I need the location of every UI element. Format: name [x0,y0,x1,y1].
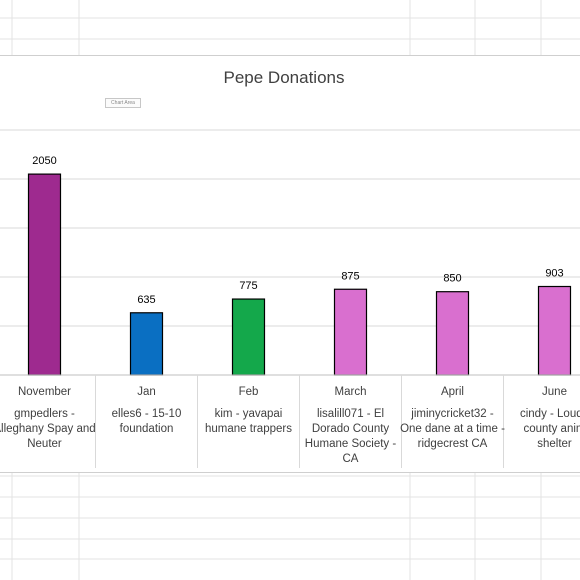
bar-june [537,285,572,376]
category-description: lisalill071 - El Dorado County Humane Soci… [305,408,397,465]
category-description: elles6 - 15-10 foundation [112,408,182,435]
data-label: 2050 [32,155,56,167]
bar-november [27,173,62,376]
chart-area-tooltip: Chart Area [105,98,141,108]
category-label: March [335,386,367,398]
category-description: jiminycricket32 -One dane at a time -rid… [400,408,505,450]
gridlines [0,129,580,376]
category-axis-table: November gmpedlers -Alleghany Spay and Neu… [0,374,580,468]
data-label: 850 [443,273,461,285]
chart-area[interactable] [0,55,580,473]
category-description: kim - yavapai humane trappers [205,408,292,435]
category-description: gmpedlers -Alleghany Spay and Neuter [0,408,96,450]
category-label: Feb [239,386,259,398]
bars [27,173,572,376]
category-label: April [441,386,464,398]
category-label: November [18,386,71,398]
chart-title: Pepe Donations [224,68,345,87]
bar-jan [129,312,164,376]
data-label: 775 [239,280,257,292]
bar-feb [231,298,266,376]
data-label: 635 [137,294,155,306]
category-label: June [542,386,567,398]
bar-april [435,291,470,376]
bar-march [333,288,368,376]
data-label: 903 [545,268,563,280]
data-labels: 2050 635 775 875 850 903 [32,155,563,306]
data-label: 875 [341,270,359,282]
category-label: Jan [137,386,156,398]
